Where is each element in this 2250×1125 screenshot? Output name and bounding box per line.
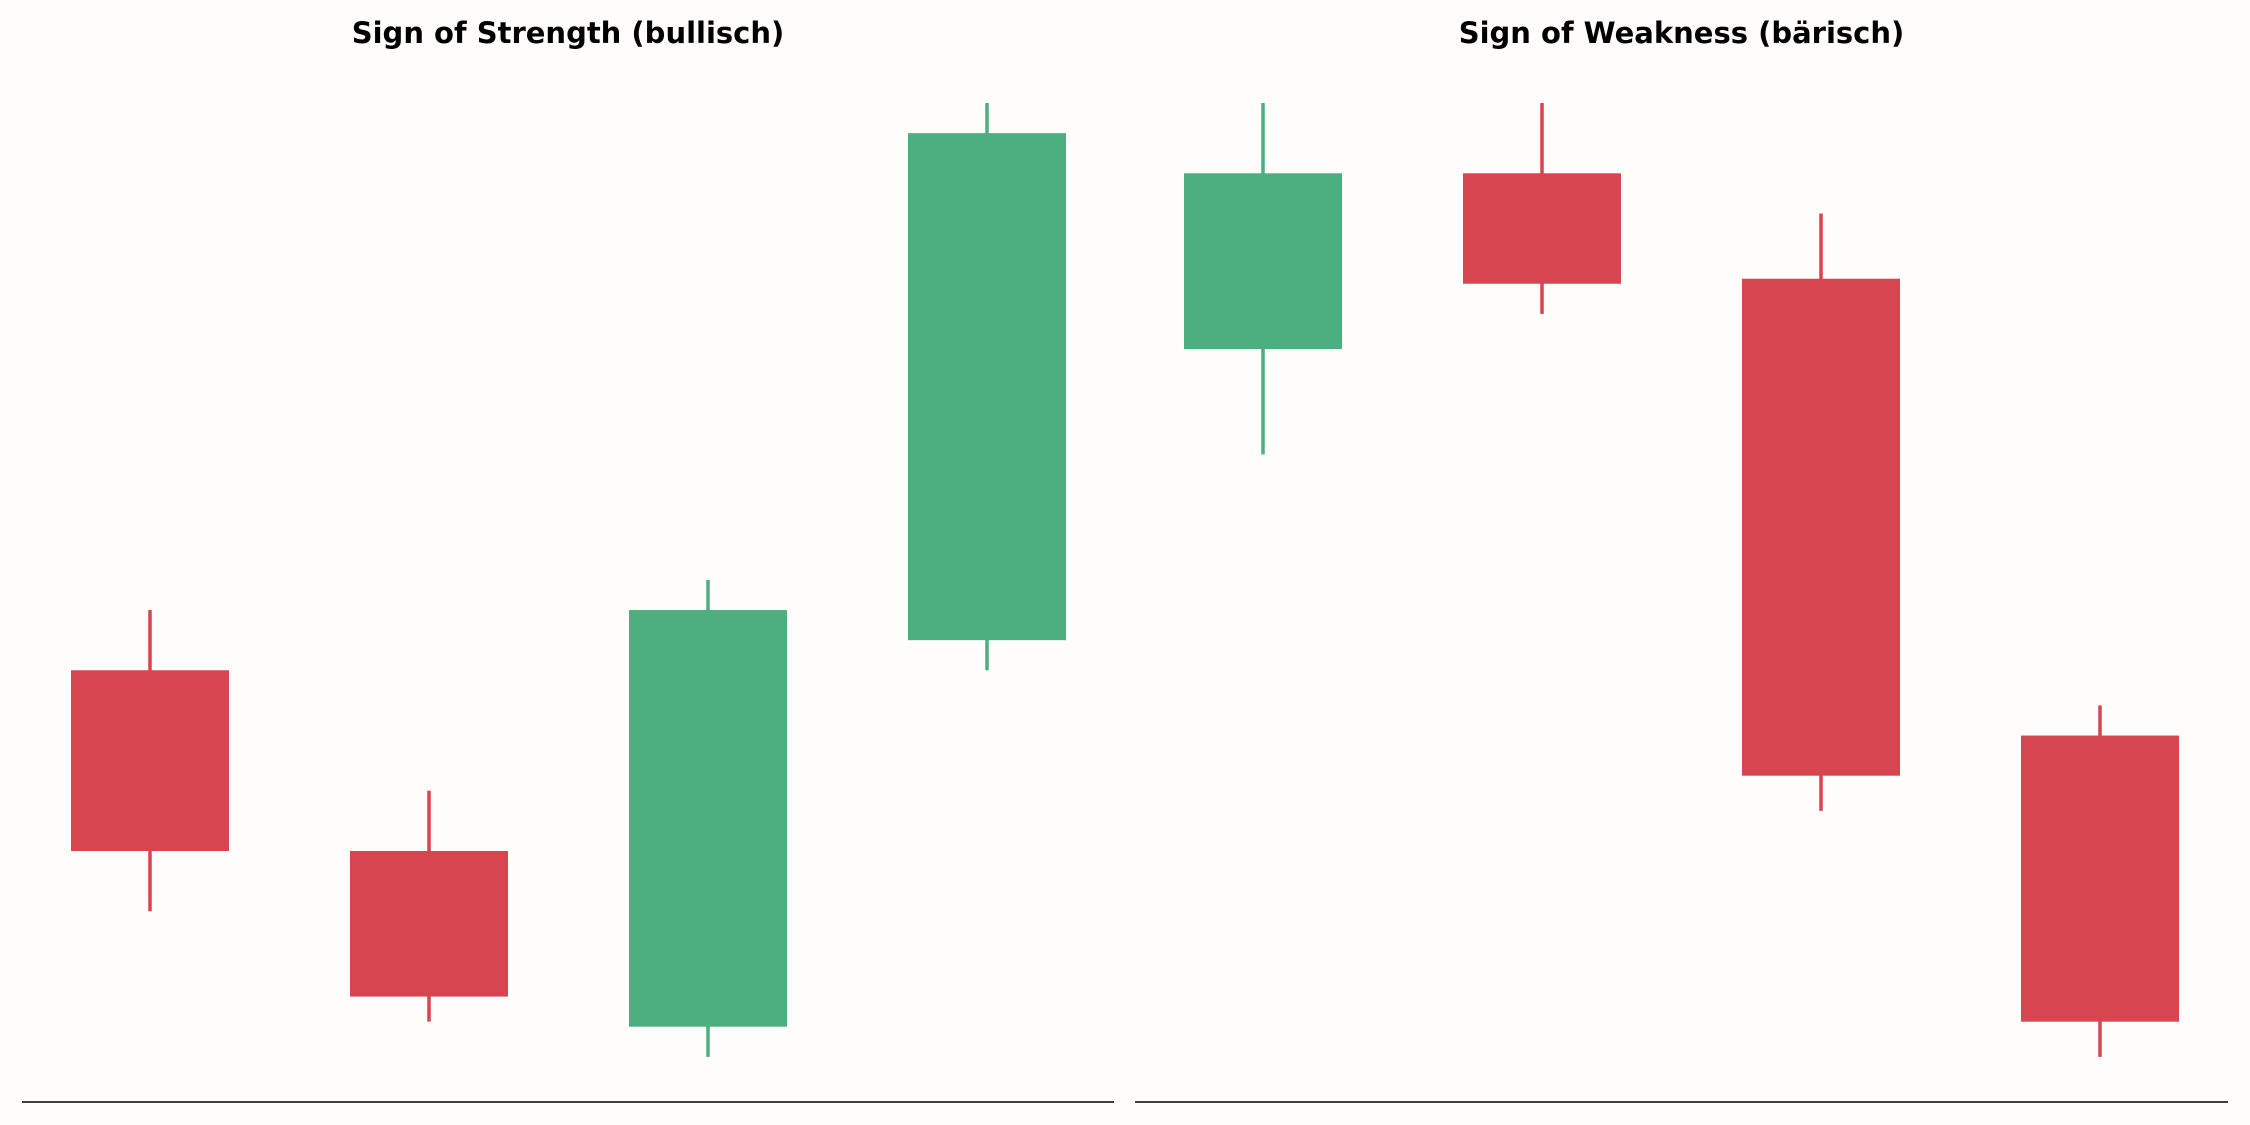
candle-body — [908, 133, 1066, 641]
candle-body — [71, 670, 229, 851]
candle-body — [1742, 278, 1900, 776]
candle-body — [1463, 173, 1621, 284]
chart-title: Sign of Strength (bullisch) — [352, 16, 785, 50]
candle-body — [350, 851, 508, 997]
candle-body — [629, 610, 787, 1027]
chart-title: Sign of Weakness (bärisch) — [1459, 16, 1905, 50]
candle-body — [2021, 735, 2179, 1022]
candle-body — [1184, 173, 1342, 349]
